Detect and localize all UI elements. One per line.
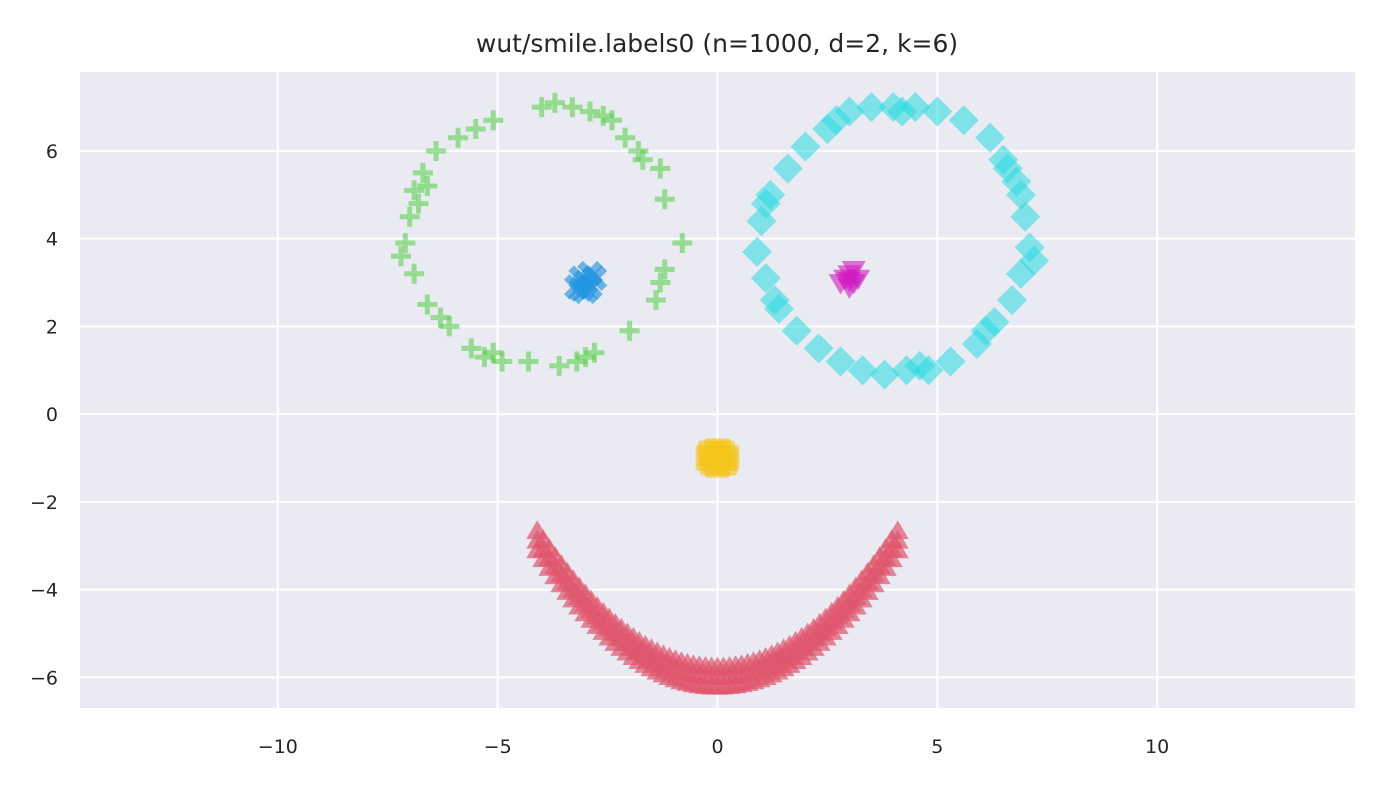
data-point-triangle-up bbox=[886, 539, 909, 559]
data-point-plus bbox=[404, 180, 425, 201]
data-point-diamond bbox=[922, 96, 953, 127]
x-tick-label: −5 bbox=[484, 736, 512, 758]
data-point-diamond bbox=[750, 188, 781, 219]
data-point-plus bbox=[483, 110, 504, 131]
data-point-diamond bbox=[742, 236, 773, 267]
x-tick-labels: −10 −5 0 5 10 bbox=[258, 736, 1169, 758]
data-point-plus bbox=[593, 105, 614, 126]
y-tick-label: 4 bbox=[46, 229, 58, 251]
data-point-plus bbox=[430, 307, 451, 328]
data-point-plus bbox=[580, 101, 600, 122]
x-tick-label: 10 bbox=[1145, 736, 1169, 758]
data-point-plus bbox=[408, 193, 429, 214]
data-point-diamond bbox=[781, 315, 812, 346]
y-tick-label: −6 bbox=[30, 667, 58, 689]
data-point-diamond bbox=[997, 285, 1028, 316]
data-point-x bbox=[568, 276, 595, 302]
data-point-plus bbox=[404, 263, 425, 284]
data-point-diamond bbox=[988, 144, 1019, 175]
grid-lines bbox=[80, 72, 1355, 708]
data-point-diamond bbox=[948, 105, 979, 136]
data-point-diamond bbox=[750, 263, 781, 294]
data-point-diamond bbox=[856, 92, 887, 123]
data-point-diamond bbox=[1019, 245, 1050, 276]
data-point-diamond bbox=[970, 315, 1001, 346]
y-tick-label: 2 bbox=[46, 316, 58, 338]
data-point-x bbox=[577, 260, 603, 287]
data-point-plus bbox=[575, 347, 596, 368]
data-point-diamond bbox=[1001, 166, 1032, 197]
data-point-diamond bbox=[975, 122, 1006, 153]
y-tick-label: −2 bbox=[30, 492, 58, 514]
data-point-plus bbox=[465, 119, 486, 140]
data-point-plus bbox=[461, 338, 482, 359]
data-point-diamond bbox=[790, 131, 821, 162]
data-point-diamond bbox=[821, 105, 852, 136]
data-point-diamond bbox=[904, 350, 935, 381]
data-point-plus bbox=[417, 294, 438, 315]
data-point-triangle-up bbox=[886, 520, 909, 539]
data-point-plus bbox=[650, 158, 671, 179]
data-point-plus bbox=[448, 127, 469, 148]
data-point-plus bbox=[650, 272, 671, 293]
data-point-plus bbox=[426, 140, 447, 161]
data-point-diamond bbox=[935, 346, 966, 377]
y-tick-label: 0 bbox=[46, 404, 58, 426]
data-point-plus bbox=[417, 176, 438, 197]
data-point-square bbox=[708, 440, 735, 467]
data-point-diamond bbox=[1010, 201, 1041, 232]
data-point-plus bbox=[562, 97, 583, 118]
data-point-diamond bbox=[869, 359, 900, 390]
data-point-plus bbox=[531, 97, 552, 118]
x-tick-label: 0 bbox=[711, 736, 723, 758]
chart-title: wut/smile.labels0 (n=1000, d=2, k=6) bbox=[476, 29, 958, 58]
data-point-triangle-down bbox=[841, 260, 866, 282]
data-point-diamond bbox=[772, 153, 803, 184]
data-point-plus bbox=[654, 259, 675, 280]
data-point-plus bbox=[518, 351, 539, 372]
data-point-plus bbox=[474, 347, 495, 368]
data-point-plus bbox=[645, 290, 666, 311]
x-tick-label: 5 bbox=[931, 736, 943, 758]
data-point-plus bbox=[654, 189, 675, 210]
data-point-plus bbox=[412, 162, 433, 183]
data-point-diamond bbox=[825, 346, 856, 377]
data-point-triangle-up bbox=[886, 529, 909, 549]
data-point-plus bbox=[632, 149, 653, 170]
data-point-plus bbox=[549, 355, 570, 376]
data-point-diamond bbox=[759, 285, 790, 316]
data-points bbox=[390, 92, 1050, 695]
data-point-diamond bbox=[803, 333, 834, 364]
data-point-plus bbox=[399, 206, 420, 227]
data-point-plus bbox=[619, 320, 640, 341]
data-point-triangle-down bbox=[837, 271, 862, 293]
y-tick-labels: −6 −4 −2 0 2 4 6 bbox=[30, 141, 58, 689]
data-point-plus bbox=[615, 127, 636, 148]
data-point-plus bbox=[672, 233, 693, 254]
data-point-plus bbox=[395, 233, 416, 254]
y-tick-label: 6 bbox=[46, 141, 58, 163]
y-tick-label: −4 bbox=[30, 580, 58, 602]
data-point-plus bbox=[390, 246, 411, 267]
data-point-diamond bbox=[847, 355, 878, 386]
x-tick-label: −10 bbox=[258, 736, 298, 758]
data-point-plus bbox=[544, 92, 565, 113]
data-point-diamond bbox=[887, 96, 918, 127]
